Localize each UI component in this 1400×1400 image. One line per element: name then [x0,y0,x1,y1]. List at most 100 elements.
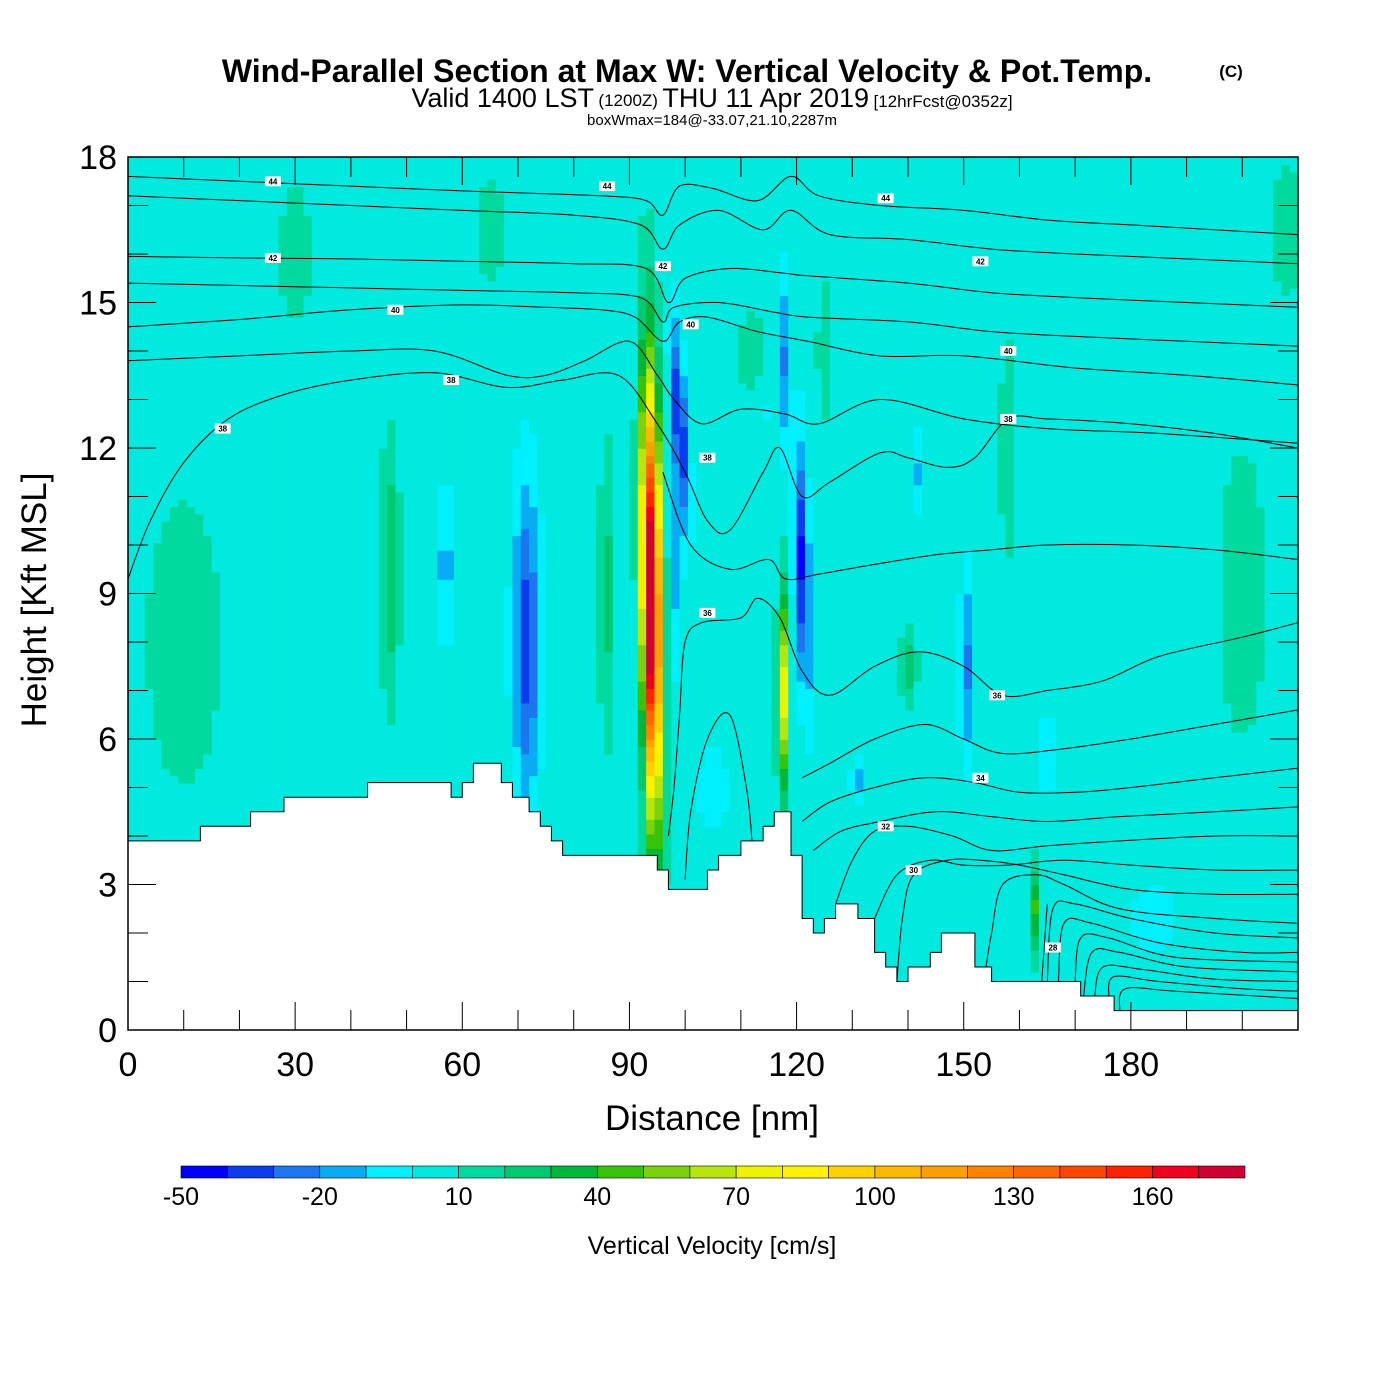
w-cell [144,157,154,595]
w-cell [763,157,773,406]
w-cell [671,157,681,282]
w-cell [1130,935,1141,1030]
contour-label-bg [443,375,460,386]
w-cell [362,157,372,1030]
w-cell [646,411,656,427]
contour-label-bg [654,261,671,272]
w-cell [646,819,656,835]
w-cell [487,178,497,282]
w-cell [779,375,790,427]
x-axis-label: Distance [nm] [605,1099,819,1138]
w-cell [236,157,246,1030]
w-cell [779,753,790,769]
w-cell [295,157,305,187]
theta-contour [801,767,1298,822]
w-cell [520,578,530,704]
w-cell [646,702,656,711]
w-cell [938,157,948,1030]
w-cell [838,157,848,1030]
w-cell [654,702,664,733]
contour-label: 44 [603,182,612,191]
w-cell [654,753,664,777]
theta-contour [1041,903,1048,982]
contour-label: 44 [881,194,890,203]
w-cell [637,484,647,609]
theta-contour [128,304,1298,386]
w-cell [913,513,923,653]
w-cell [813,367,823,1030]
w-cell [604,433,614,537]
x-tick-label: 120 [768,1046,825,1084]
w-cell [888,157,898,1030]
w-cell [679,157,689,340]
w-cell [679,506,689,537]
w-cell [370,157,380,1030]
w-cell [278,215,288,297]
w-cell [562,157,572,1030]
w-cell [779,535,790,573]
contour-label: 36 [703,609,712,618]
w-cell [495,157,505,195]
w-cell [646,302,656,333]
theta-contour [801,709,1298,779]
w-cell [387,484,397,653]
w-cell [754,157,764,318]
w-cell [303,215,313,297]
w-cell [169,157,179,507]
w-cell [153,157,163,544]
theta-contour [813,806,1298,851]
w-cell [570,157,581,1030]
w-cell [1072,157,1082,1030]
w-cell [654,440,664,464]
w-cell [629,418,639,580]
y-tick-label: 3 [98,867,117,905]
w-cell [746,389,756,1030]
theta-contour [1083,948,1298,997]
colorbar-bin [226,1165,274,1179]
w-cell [378,157,388,449]
w-cell [1080,157,1090,1030]
w-cell [679,578,689,1030]
w-cell [779,608,790,631]
theta-contour [1118,987,1298,1011]
w-cell [654,848,664,879]
contour-label: 38 [447,376,456,385]
w-cell [1030,899,1040,915]
contour-label-bg [599,181,616,192]
w-cell [228,157,238,1030]
w-cell [804,477,815,544]
w-cell [662,317,673,355]
w-cell [637,709,647,748]
w-cell [445,549,455,580]
w-cell [704,157,714,748]
w-cell [1272,178,1283,282]
w-cell [855,768,865,791]
w-cell [445,157,455,486]
w-cell [796,680,806,726]
w-cell [779,295,790,347]
w-cell [1038,157,1049,718]
w-cell [721,157,731,769]
w-cell [261,157,271,1030]
theta-contour [128,282,1298,347]
x-tick-label: 90 [611,1046,649,1084]
w-cell [997,382,1007,515]
w-cell [495,193,505,267]
w-cell [955,157,965,595]
w-cell [512,157,522,449]
w-cell [1055,157,1065,1030]
w-cell [637,448,647,486]
w-cell [437,484,447,551]
w-cell [512,448,522,537]
w-cell [947,157,957,1030]
w-cell [779,157,790,253]
w-cell [1038,789,1049,1030]
w-cell [671,608,681,682]
w-cell [211,157,221,573]
w-cell [771,608,781,777]
w-cell [796,578,806,624]
contour-label: 42 [268,254,277,263]
w-cell [286,186,296,318]
forecast-tag: [12hrFcst@0352z] [873,92,1012,111]
